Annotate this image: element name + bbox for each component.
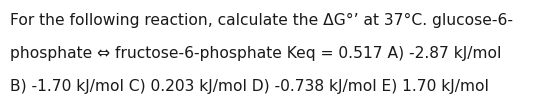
Text: B) -1.70 kJ/mol C) 0.203 kJ/mol D) -0.738 kJ/mol E) 1.70 kJ/mol: B) -1.70 kJ/mol C) 0.203 kJ/mol D) -0.73…: [10, 79, 489, 94]
Text: phosphate ⇔ fructose-6-phosphate Keq = 0.517 A) -2.87 kJ/mol: phosphate ⇔ fructose-6-phosphate Keq = 0…: [10, 46, 502, 61]
Text: For the following reaction, calculate the ΔG°ʼ at 37°C. glucose-6-: For the following reaction, calculate th…: [10, 13, 513, 28]
